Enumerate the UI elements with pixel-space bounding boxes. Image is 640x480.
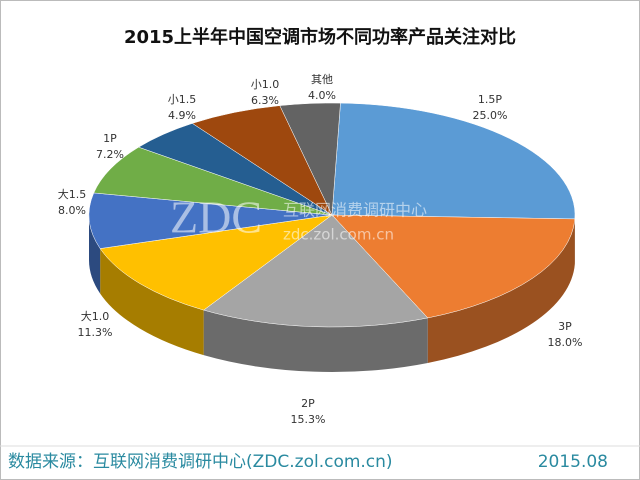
slice-label: 小1.5	[168, 93, 197, 106]
slice-value-label: 15.3%	[291, 413, 326, 426]
slice-label: 大1.5	[58, 187, 87, 201]
slice-side	[89, 215, 101, 294]
slice-value-label: 18.0%	[548, 336, 583, 349]
slice-label: 小1.0	[251, 78, 280, 91]
slice-side	[100, 248, 204, 356]
slice-value-label: 6.3%	[251, 94, 279, 107]
slice-label: 1P	[103, 132, 117, 145]
slice-value-label: 11.3%	[78, 326, 113, 339]
watermark-url: zdc.zol.com.cn	[283, 226, 394, 244]
slice-value-label: 7.2%	[96, 148, 124, 161]
slice	[203, 214, 429, 328]
slice-value-label: 25.0%	[473, 109, 508, 122]
footer-source: 数据来源：互联网消费调研中心(ZDC.zol.com.cn)	[8, 452, 393, 472]
slice-label: 其他	[311, 73, 333, 86]
footer-date: 2015.08	[538, 452, 608, 472]
slice-label: 3P	[558, 320, 572, 333]
slice-label: 1.5P	[478, 93, 502, 106]
slice-side	[427, 218, 575, 363]
slice	[279, 102, 341, 216]
slice	[331, 214, 576, 319]
watermark: ZDC 互联网消费调研中心 zdc.zol.com.cn	[170, 192, 427, 244]
labels: 1.5P 25.0% 3P 18.0% 2P 15.3% 大1.0 11.3% 大1.5 8.0%…	[58, 73, 583, 426]
slice	[99, 214, 333, 311]
chart-title: 2015上半年中国空调市场不同功率产品关注对比	[124, 26, 516, 48]
slice-label: 2P	[301, 397, 315, 410]
slice-label: 大1.0	[81, 309, 110, 323]
watermark-name: 互联网消费调研中心	[283, 201, 427, 220]
slice	[88, 192, 333, 249]
slice-value-label: 4.9%	[168, 109, 196, 122]
slice-value-label: 4.0%	[308, 89, 336, 102]
slice-value-label: 8.0%	[58, 204, 86, 217]
slice	[331, 102, 576, 220]
pie	[88, 102, 576, 372]
watermark-logo: ZDC	[170, 192, 262, 243]
slice	[93, 146, 333, 216]
